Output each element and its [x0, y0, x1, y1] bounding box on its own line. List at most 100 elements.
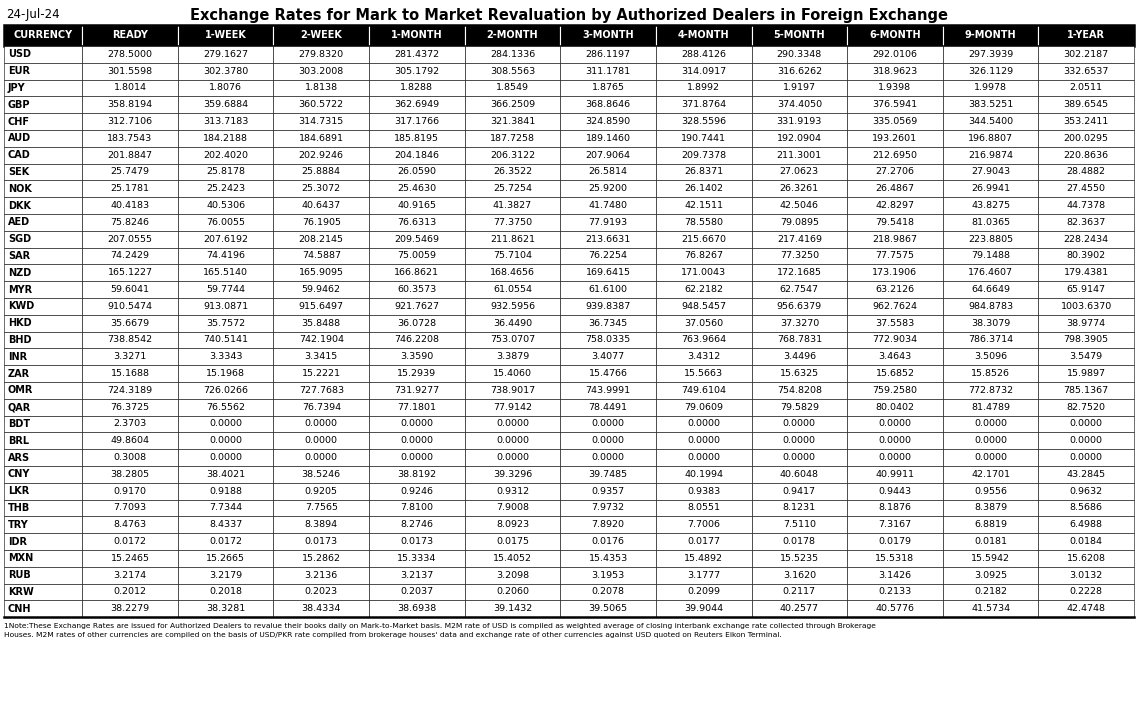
Text: 212.6950: 212.6950	[873, 150, 917, 160]
Bar	[82, 25, 178, 46]
Bar	[464, 79, 560, 96]
Bar	[5, 281, 82, 298]
Text: 284.1336: 284.1336	[489, 50, 535, 59]
Text: 27.0623: 27.0623	[780, 167, 819, 176]
Text: 15.6852: 15.6852	[875, 369, 915, 378]
Bar	[82, 500, 178, 517]
Text: 15.4892: 15.4892	[684, 554, 724, 563]
Text: 15.5235: 15.5235	[780, 554, 819, 563]
Text: ARS: ARS	[8, 453, 30, 463]
Bar	[560, 164, 655, 181]
Text: 2.3703: 2.3703	[114, 420, 147, 429]
Bar	[82, 247, 178, 264]
Text: 213.6631: 213.6631	[585, 235, 630, 244]
Bar	[273, 147, 369, 164]
Text: 0.9188: 0.9188	[209, 486, 242, 496]
Text: 42.4748: 42.4748	[1066, 605, 1106, 613]
Text: 0.0000: 0.0000	[305, 453, 338, 462]
Text: 0.0178: 0.0178	[783, 537, 816, 546]
Bar	[273, 583, 369, 600]
Text: 74.2429: 74.2429	[110, 252, 149, 261]
Bar	[1038, 500, 1133, 517]
Bar	[847, 583, 942, 600]
Bar	[273, 466, 369, 483]
Bar	[178, 365, 273, 382]
Bar	[5, 63, 82, 79]
Bar	[751, 449, 847, 466]
Bar	[560, 466, 655, 483]
Text: 37.0560: 37.0560	[684, 318, 724, 328]
Bar	[369, 500, 464, 517]
Text: MYR: MYR	[8, 285, 32, 295]
Text: 3.3415: 3.3415	[305, 352, 338, 361]
Text: 36.0728: 36.0728	[397, 318, 437, 328]
Text: SAR: SAR	[8, 251, 30, 261]
Text: 8.5686: 8.5686	[1070, 503, 1103, 512]
Bar	[464, 214, 560, 231]
Text: 0.2133: 0.2133	[879, 588, 912, 597]
Bar	[847, 533, 942, 550]
Text: 8.1231: 8.1231	[783, 503, 816, 512]
Text: NZD: NZD	[8, 268, 31, 278]
Bar	[369, 264, 464, 281]
Text: 76.2254: 76.2254	[588, 252, 628, 261]
Bar	[847, 25, 942, 46]
Text: 40.2577: 40.2577	[780, 605, 819, 613]
Bar	[1038, 567, 1133, 583]
Text: 3.0132: 3.0132	[1070, 571, 1103, 580]
Bar	[178, 315, 273, 332]
Bar	[369, 466, 464, 483]
Text: 75.0059: 75.0059	[397, 252, 436, 261]
Text: 0.0000: 0.0000	[687, 420, 720, 429]
Bar	[273, 231, 369, 247]
Text: 39.7485: 39.7485	[588, 470, 628, 479]
Text: 7.9732: 7.9732	[592, 503, 625, 512]
Bar	[1038, 281, 1133, 298]
Bar	[847, 365, 942, 382]
Text: 0.9170: 0.9170	[114, 486, 147, 496]
Bar	[273, 432, 369, 449]
Bar	[751, 583, 847, 600]
Bar	[273, 349, 369, 365]
Bar	[5, 382, 82, 399]
Text: 8.0923: 8.0923	[496, 520, 529, 529]
Text: 279.1627: 279.1627	[204, 50, 248, 59]
Bar	[369, 483, 464, 500]
Text: 4-MONTH: 4-MONTH	[678, 30, 729, 41]
Bar	[369, 315, 464, 332]
Bar	[1038, 449, 1133, 466]
Text: 358.8194: 358.8194	[107, 101, 152, 109]
Bar	[942, 164, 1038, 181]
Text: 64.6649: 64.6649	[971, 285, 1011, 294]
Bar	[82, 264, 178, 281]
Text: 35.7572: 35.7572	[206, 318, 245, 328]
Text: CHF: CHF	[8, 117, 30, 127]
Text: 0.0000: 0.0000	[687, 437, 720, 445]
Text: 202.9246: 202.9246	[299, 150, 344, 160]
Text: 331.9193: 331.9193	[776, 117, 822, 126]
Text: Exchange Rates for Mark to Market Revaluation by Authorized Dealers in Foreign E: Exchange Rates for Mark to Market Revalu…	[190, 8, 948, 23]
Text: 80.0402: 80.0402	[875, 403, 915, 412]
Bar	[847, 500, 942, 517]
Bar	[942, 415, 1038, 432]
Text: 204.1846: 204.1846	[395, 150, 439, 160]
Text: 0.2228: 0.2228	[1070, 588, 1103, 597]
Text: 318.9623: 318.9623	[873, 67, 917, 76]
Bar	[1038, 533, 1133, 550]
Text: 738.9017: 738.9017	[490, 386, 535, 395]
Text: 77.3250: 77.3250	[780, 252, 819, 261]
Bar	[942, 600, 1038, 617]
Bar	[178, 550, 273, 567]
Bar	[82, 198, 178, 214]
Bar	[82, 96, 178, 113]
Text: 768.7831: 768.7831	[777, 335, 822, 344]
Bar	[82, 449, 178, 466]
Bar	[178, 600, 273, 617]
Text: 1.8138: 1.8138	[305, 84, 338, 93]
Text: KRW: KRW	[8, 587, 34, 597]
Bar	[178, 500, 273, 517]
Text: 36.4490: 36.4490	[493, 318, 533, 328]
Bar	[942, 432, 1038, 449]
Bar	[464, 466, 560, 483]
Bar	[369, 198, 464, 214]
